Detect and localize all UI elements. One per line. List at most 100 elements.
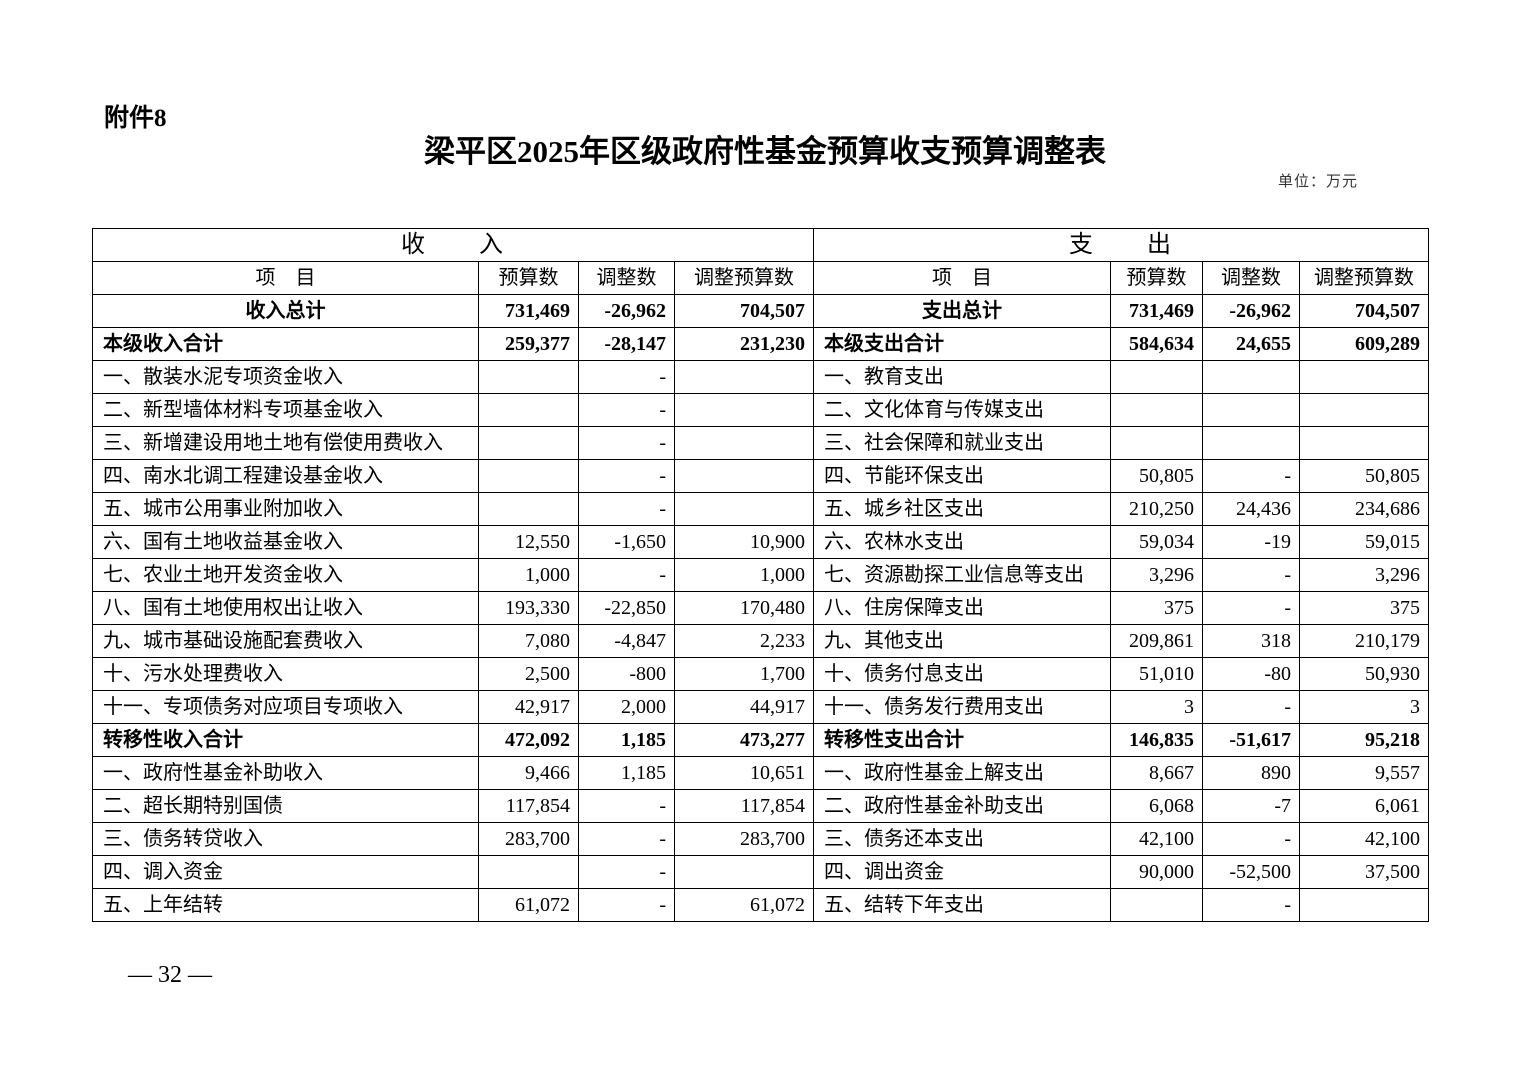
expense-item-cell: 二、政府性基金补助支出 — [813, 789, 1111, 823]
income-budget-cell — [478, 855, 579, 889]
table-row: 四、南水北调工程建设基金收入 - 四、节能环保支出 50,805-50,805 — [92, 459, 1429, 493]
income-adjusted-budget-cell: 704,507 — [674, 294, 814, 328]
expense-item-cell: 五、结转下年支出 — [813, 888, 1111, 922]
expense-adjusted-budget-cell: 37,500 — [1299, 855, 1429, 889]
income-budget-cell: 42,917 — [478, 690, 579, 724]
expense-adjustment-cell: - — [1202, 459, 1300, 493]
income-adjustment-cell: -1,650 — [578, 525, 675, 559]
income-item-cell: 九、城市基础设施配套费收入 — [92, 624, 479, 658]
attachment-label: 附件8 — [104, 105, 167, 132]
expense-adjusted-budget-cell: 59,015 — [1299, 525, 1429, 559]
income-item-cell: 一、散装水泥专项资金收入 — [92, 360, 479, 394]
expense-adjustment-cell — [1202, 360, 1300, 394]
income-item-cell: 十一、专项债务对应项目专项收入 — [92, 690, 479, 724]
expense-item-cell: 三、社会保障和就业支出 — [813, 426, 1111, 460]
income-adjustment-cell: - — [578, 459, 675, 493]
income-item-cell: 二、超长期特别国债 — [92, 789, 479, 823]
expense-adjusted-budget-cell — [1299, 360, 1429, 394]
income-adjustment-cell: -28,147 — [578, 327, 675, 361]
income-item-cell: 十、污水处理费收入 — [92, 657, 479, 691]
income-adjustment-cell: 1,185 — [578, 723, 675, 757]
expense-budget-cell — [1110, 360, 1203, 394]
income-budget-cell: 61,072 — [478, 888, 579, 922]
income-adjusted-budget-cell: 283,700 — [674, 822, 814, 856]
income-adjusted-budget-cell: 44,917 — [674, 690, 814, 724]
expense-adjusted-budget-cell: 609,289 — [1299, 327, 1429, 361]
income-adjusted-budget-cell — [674, 393, 814, 427]
expense-adjustment-cell: -7 — [1202, 789, 1300, 823]
expense-adjustment-cell — [1202, 393, 1300, 427]
table-row: 转移性收入合计 472,092 1,185 473,277 转移性支出合计 146,835… — [92, 723, 1429, 757]
income-item-cell: 收入总计 — [92, 294, 479, 328]
income-item-cell: 五、上年结转 — [92, 888, 479, 922]
table-row: 二、超长期特别国债 117,854-117,854 二、政府性基金补助支出 6,068… — [92, 789, 1429, 823]
income-adjusted-budget-cell — [674, 492, 814, 526]
income-adjustment-cell: -4,847 — [578, 624, 675, 658]
expense-adjustment-cell: - — [1202, 822, 1300, 856]
income-adjusted-budget-cell — [674, 360, 814, 394]
expense-budget-cell: 209,861 — [1110, 624, 1203, 658]
table-row: 三、债务转贷收入 283,700-283,700 三、债务还本支出 42,100-42… — [92, 822, 1429, 856]
income-budget-cell: 1,000 — [478, 558, 579, 592]
table-row: 六、国有土地收益基金收入 12,550 -1,650 10,900 六、农林水支出 59,… — [92, 525, 1429, 559]
income-adjusted-budget-cell: 117,854 — [674, 789, 814, 823]
expense-adjusted-budget-cell: 42,100 — [1299, 822, 1429, 856]
income-adjusted-budget-cell: 1,700 — [674, 657, 814, 691]
expense-budget-cell: 6,068 — [1110, 789, 1203, 823]
income-budget-cell: 193,330 — [478, 591, 579, 625]
expense-adjustment-cell: -80 — [1202, 657, 1300, 691]
expense-item-cell: 一、教育支出 — [813, 360, 1111, 394]
expense-adjusted-budget-cell — [1299, 393, 1429, 427]
income-adjustment-cell: 1,185 — [578, 756, 675, 790]
column-header-income-adjusted-budget: 调整预算数 — [674, 261, 814, 295]
table-row: 四、调入资金 - 四、调出资金 90,000 -52,500 37,500 — [92, 855, 1429, 889]
expense-budget-cell: 210,250 — [1110, 492, 1203, 526]
income-budget-cell: 259,377 — [478, 327, 579, 361]
table-row: 五、城市公用事业附加收入 - 五、城乡社区支出 210,250 24,436 234,68… — [92, 492, 1429, 526]
expense-budget-cell — [1110, 393, 1203, 427]
expense-adjusted-budget-cell: 3,296 — [1299, 558, 1429, 592]
expense-adjustment-cell: - — [1202, 558, 1300, 592]
column-header-income-item: 项 目 — [92, 261, 479, 295]
expense-item-cell: 五、城乡社区支出 — [813, 492, 1111, 526]
expense-item-cell: 二、文化体育与传媒支出 — [813, 393, 1111, 427]
income-adjustment-cell: - — [578, 492, 675, 526]
income-adjustment-cell: 2,000 — [578, 690, 675, 724]
expense-budget-cell: 8,667 — [1110, 756, 1203, 790]
expense-adjusted-budget-cell: 6,061 — [1299, 789, 1429, 823]
table-row: 十、污水处理费收入 2,500 -800 1,700 十、债务付息支出 51,010 -80… — [92, 657, 1429, 691]
budget-adjustment-table: 收 入 支 出 项 目预算数 调整数 调整预算数项 目预算数 调整数 调整预算数 收入总… — [92, 228, 1429, 922]
expense-adjustment-cell: 24,655 — [1202, 327, 1300, 361]
income-adjustment-cell: - — [578, 393, 675, 427]
expense-item-cell: 四、调出资金 — [813, 855, 1111, 889]
table-row: 一、散装水泥专项资金收入 - 一、教育支出 — [92, 360, 1429, 394]
column-header-income-budget: 预算数 — [478, 261, 579, 295]
income-adjustment-cell: -22,850 — [578, 591, 675, 625]
income-adjusted-budget-cell: 1,000 — [674, 558, 814, 592]
expense-adjusted-budget-cell: 704,507 — [1299, 294, 1429, 328]
table-row: 本级收入合计 259,377 -28,147 231,230 本级支出合计 584,634… — [92, 327, 1429, 361]
expense-item-cell: 十、债务付息支出 — [813, 657, 1111, 691]
expense-adjustment-cell: -51,617 — [1202, 723, 1300, 757]
income-item-cell: 四、南水北调工程建设基金收入 — [92, 459, 479, 493]
income-budget-cell: 731,469 — [478, 294, 579, 328]
expense-adjusted-budget-cell: 95,218 — [1299, 723, 1429, 757]
income-item-cell: 六、国有土地收益基金收入 — [92, 525, 479, 559]
income-adjusted-budget-cell: 61,072 — [674, 888, 814, 922]
expense-adjustment-cell: 318 — [1202, 624, 1300, 658]
expense-budget-cell: 50,805 — [1110, 459, 1203, 493]
expense-item-cell: 一、政府性基金上解支出 — [813, 756, 1111, 790]
income-adjustment-cell: - — [578, 789, 675, 823]
column-header-row: 项 目预算数 调整数 调整预算数项 目预算数 调整数 调整预算数 — [92, 261, 1429, 295]
expense-adjustment-cell: -26,962 — [1202, 294, 1300, 328]
column-header-income-adjustment: 调整数 — [578, 261, 675, 295]
income-adjusted-budget-cell — [674, 459, 814, 493]
expense-adjustment-cell: - — [1202, 888, 1300, 922]
income-budget-cell: 9,466 — [478, 756, 579, 790]
expense-adjusted-budget-cell: 50,930 — [1299, 657, 1429, 691]
column-header-expense-adjusted-budget: 调整预算数 — [1299, 261, 1429, 295]
expense-budget-cell: 584,634 — [1110, 327, 1203, 361]
table-row: 三、新增建设用地土地有偿使用费收入 - 三、社会保障和就业支出 — [92, 426, 1429, 460]
expense-budget-cell: 42,100 — [1110, 822, 1203, 856]
expense-adjusted-budget-cell — [1299, 426, 1429, 460]
